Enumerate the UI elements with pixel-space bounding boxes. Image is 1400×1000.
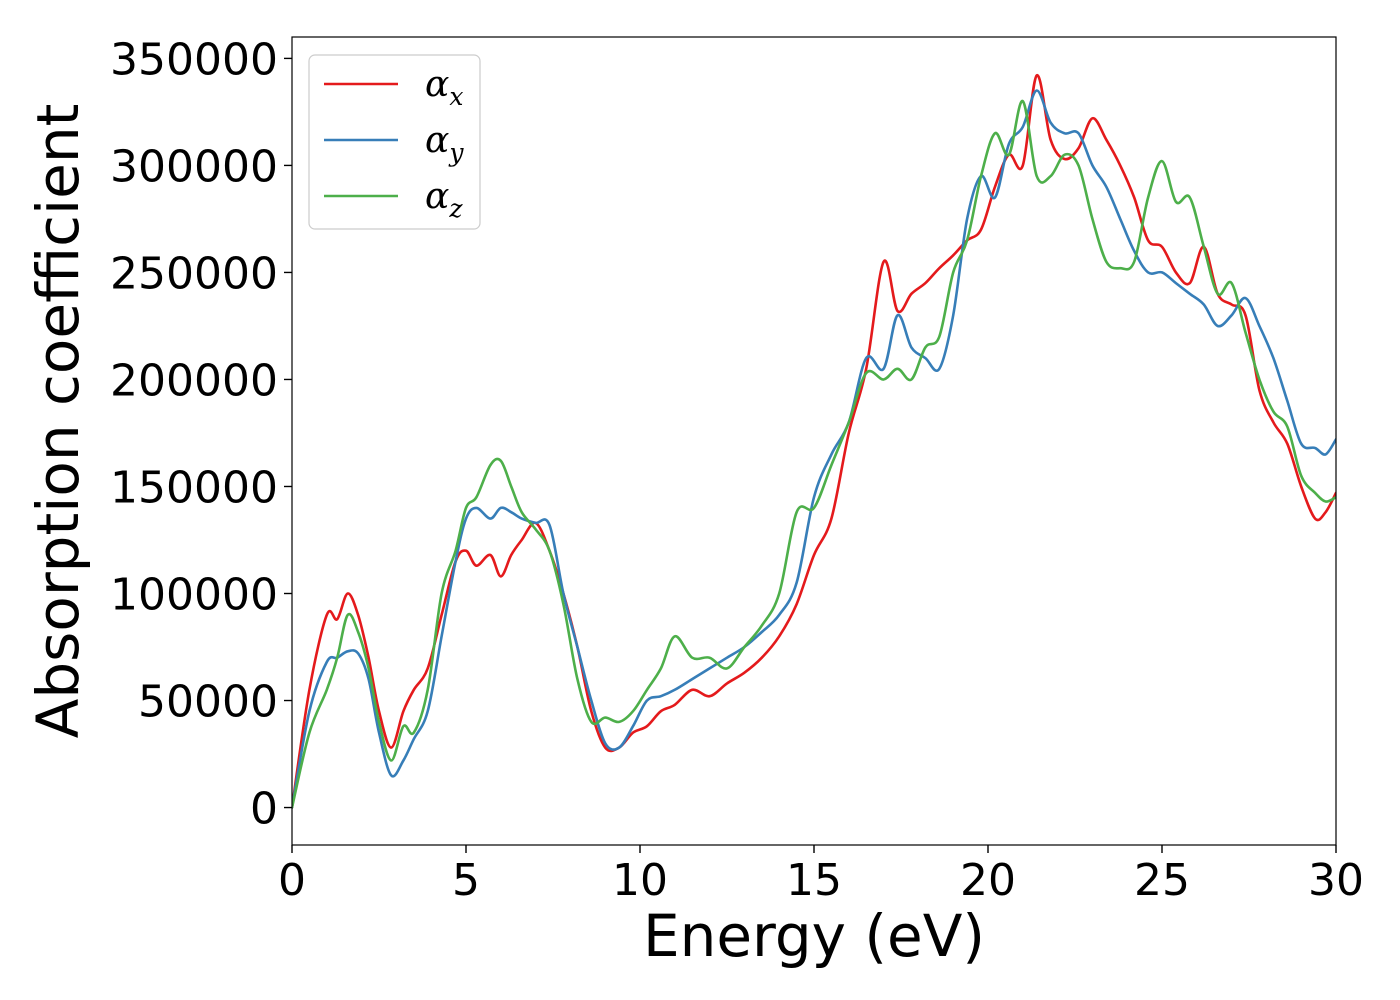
x-axis-title: Energy (eV)	[643, 902, 985, 970]
x-tick-label: 20	[960, 855, 1016, 906]
x-tick-label: 30	[1308, 855, 1364, 906]
legend: αx αy αz	[308, 54, 481, 230]
legend-item-alpha-y: αy	[324, 120, 464, 167]
legend-item-alpha-z: αz	[324, 176, 463, 223]
y-tick-label: 50000	[138, 677, 278, 728]
legend-label: αz	[425, 176, 463, 223]
legend-box	[308, 54, 481, 230]
x-tick-label: 10	[612, 855, 668, 906]
y-tick-label: 300000	[110, 141, 278, 192]
legend-label: αy	[425, 120, 464, 167]
x-tick-label: 5	[452, 855, 480, 906]
x-tick-label: 25	[1134, 855, 1190, 906]
series-line-alpha-y	[292, 89, 1336, 809]
x-axis: 0 5 10 15 20 25 30	[278, 845, 1364, 906]
y-tick-label: 350000	[110, 34, 278, 85]
y-axis: 0 50000 100000 150000 200000 250000 300000 3500…	[110, 34, 292, 835]
series-line-alpha-x	[292, 74, 1336, 809]
x-tick-label: 15	[786, 855, 842, 906]
y-tick-label: 100000	[110, 570, 278, 621]
legend-item-alpha-x: αx	[324, 64, 463, 111]
series-layer	[292, 74, 1336, 809]
y-axis-title: Absorption coefficient	[24, 104, 92, 739]
y-tick-label: 200000	[110, 355, 278, 406]
y-tick-label: 0	[250, 784, 278, 835]
series-line-alpha-z	[292, 99, 1336, 809]
legend-label: αx	[425, 64, 463, 111]
y-tick-label: 150000	[110, 462, 278, 513]
x-tick-label: 0	[278, 855, 306, 906]
y-tick-label: 250000	[110, 248, 278, 299]
